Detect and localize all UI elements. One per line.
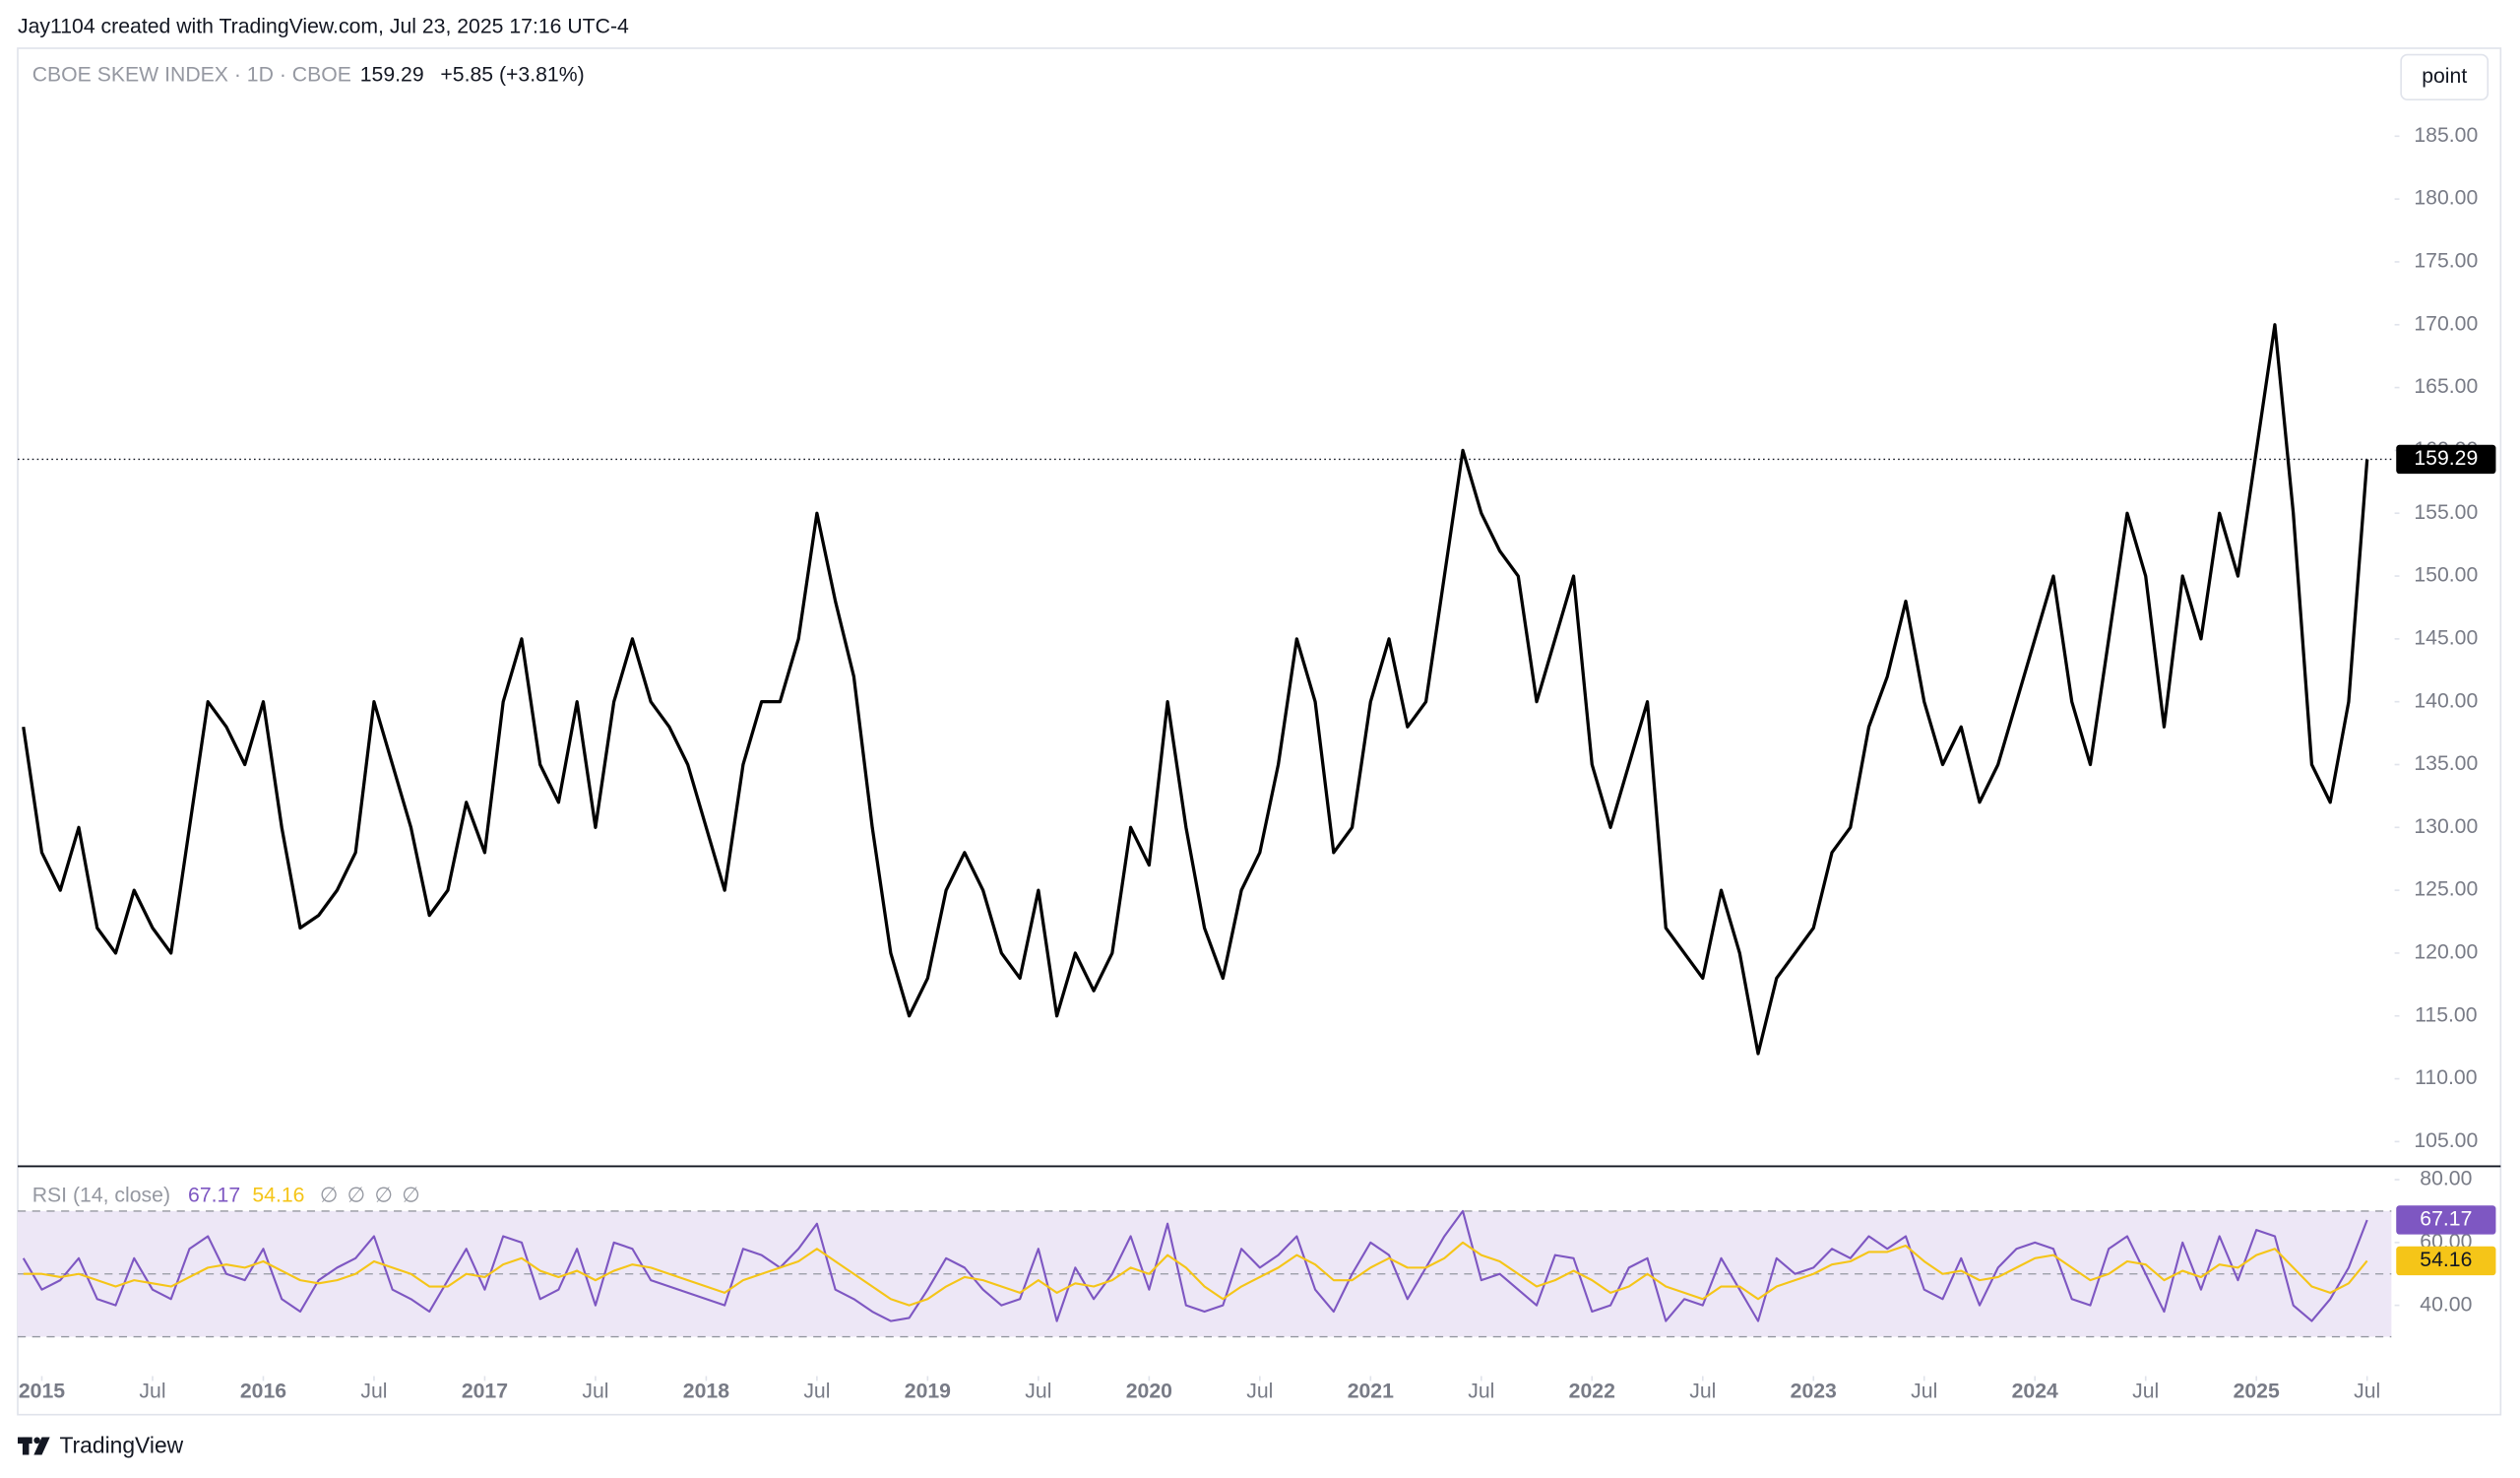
x-tick-label: 2016 <box>240 1380 286 1402</box>
x-tick-label: Jul <box>803 1380 830 1402</box>
legend-last: 159.29 <box>360 63 424 86</box>
x-tick-label: 2021 <box>1348 1380 1394 1402</box>
x-tick-label: Jul <box>360 1380 387 1402</box>
last-value-box <box>2396 1246 2496 1276</box>
series-line <box>22 323 2369 1056</box>
y-tick-label: 135.00 <box>2414 752 2478 775</box>
y-tick-label: 110.00 <box>2415 1066 2477 1089</box>
y-tick-label: 130.00 <box>2414 815 2478 838</box>
y-tick-label: 155.00 <box>2414 501 2478 524</box>
rsi-extra: ∅ <box>347 1184 365 1206</box>
last-value-box <box>2396 1205 2496 1235</box>
x-tick-label: 2017 <box>462 1380 508 1402</box>
y-tick-label: 180.00 <box>2414 187 2478 210</box>
y-tick-label: 185.00 <box>2414 124 2478 147</box>
x-tick-label: Jul <box>139 1380 165 1402</box>
last-value-label: 159.29 <box>2414 447 2478 470</box>
x-tick-label: 2024 <box>2012 1380 2058 1402</box>
rsi-extra: ∅ <box>402 1184 419 1206</box>
x-tick-label: Jul <box>2132 1380 2159 1402</box>
rsi-ma-legend-value: 54.16 <box>252 1184 304 1206</box>
rsi-title: RSI (14, close) <box>32 1184 170 1206</box>
rsi-legend-value: 67.17 <box>188 1184 240 1206</box>
y-tick-label: 170.00 <box>2414 312 2478 335</box>
x-tick-label: 2018 <box>683 1380 729 1402</box>
y-tick-label: 125.00 <box>2414 878 2478 901</box>
x-tick-label: 2019 <box>905 1380 951 1402</box>
y-tick-label: 80.00 <box>2420 1168 2472 1190</box>
x-tick-label: Jul <box>1689 1380 1716 1402</box>
y-tick-label: 145.00 <box>2414 626 2478 649</box>
symbol-name: CBOE SKEW INDEX · 1D · CBOE <box>32 63 351 86</box>
y-tick-label: 40.00 <box>2420 1293 2472 1316</box>
scale-button[interactable] <box>2400 53 2489 101</box>
x-tick-label: Jul <box>1911 1380 1937 1402</box>
rsi-extra: ∅ <box>374 1184 392 1206</box>
y-tick-label: 150.00 <box>2414 564 2478 587</box>
x-tick-label: Jul <box>582 1380 608 1402</box>
x-tick-label: 2020 <box>1126 1380 1172 1402</box>
y-tick-label: 165.00 <box>2414 375 2478 398</box>
brand-logo <box>18 1437 50 1455</box>
y-tick-label: 115.00 <box>2415 1003 2477 1026</box>
y-tick-label: 120.00 <box>2414 941 2478 964</box>
series-line <box>23 1241 2368 1307</box>
legend-change: +5.85 (+3.81%) <box>440 63 584 86</box>
y-tick-label: 140.00 <box>2414 689 2478 712</box>
rsi-extra: ∅ <box>320 1184 338 1206</box>
scale-button-label[interactable]: point <box>2422 65 2467 88</box>
x-tick-label: 2015 <box>19 1380 65 1402</box>
x-tick-label: 2023 <box>1791 1380 1837 1402</box>
series-line <box>22 1209 2368 1322</box>
brand-name: TradingView <box>59 1432 183 1457</box>
x-tick-label: Jul <box>2354 1380 2380 1402</box>
chart-frame <box>17 47 2502 1416</box>
last-value-box <box>2396 444 2496 475</box>
x-tick-label: 2025 <box>2234 1380 2280 1402</box>
y-tick-label: 105.00 <box>2414 1129 2478 1152</box>
y-tick-label: 175.00 <box>2414 250 2478 273</box>
last-value-label: 54.16 <box>2420 1249 2472 1271</box>
x-tick-label: Jul <box>1025 1380 1051 1402</box>
header-title: Jay1104 created with TradingView.com, Ju… <box>18 15 629 37</box>
x-tick-label: Jul <box>1468 1380 1494 1402</box>
x-tick-label: 2022 <box>1569 1380 1615 1402</box>
last-value-label: 67.17 <box>2420 1208 2472 1231</box>
x-tick-label: Jul <box>1246 1380 1273 1402</box>
